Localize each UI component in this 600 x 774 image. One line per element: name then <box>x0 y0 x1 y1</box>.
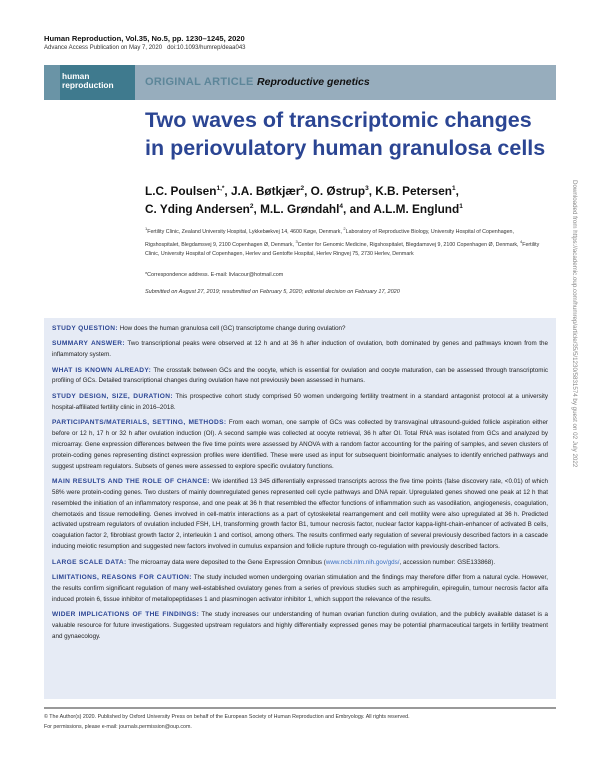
abstract-section: WHAT IS KNOWN ALREADY: The crosstalk bet… <box>52 366 548 388</box>
abstract-section: STUDY QUESTION: How does the human granu… <box>52 324 548 335</box>
abstract-heading: WIDER IMPLICATIONS OF THE FINDINGS: <box>52 610 200 618</box>
affiliation: Fertility Clinic, University Hospital of… <box>145 241 540 258</box>
author-affiliation-mark: 2 <box>300 185 305 192</box>
abstract-heading: PARTICIPANTS/MATERIALS, SETTING, METHODS… <box>52 418 227 426</box>
abstract-text: , accession number: GSE133868). <box>399 558 496 566</box>
author-name: C. Yding Andersen <box>145 202 250 217</box>
journal-logo: human reproduction <box>60 65 135 100</box>
page-title: Two waves of transcriptomic changes in pe… <box>145 106 545 162</box>
affiliation: Fertility Clinic, Zealand University Hos… <box>147 228 344 235</box>
abstract-heading: STUDY DESIGN, SIZE, DURATION: <box>52 392 173 400</box>
copyright: © The Author(s) 2020. Published by Oxfor… <box>44 714 410 720</box>
author-list: L.C. Poulsen1,*, J.A. Bøtkjær2, O. Østru… <box>145 183 463 217</box>
author-affiliation-mark: 1 <box>451 185 456 192</box>
footer-divider <box>44 707 556 709</box>
author-affiliation-mark: 1,* <box>216 185 225 192</box>
article-type-label: ORIGINAL ARTICLE <box>145 76 254 88</box>
logo-stripe <box>44 65 60 100</box>
abstract-section: MAIN RESULTS AND THE ROLE OF CHANCE: We … <box>52 477 548 553</box>
advance-access: Advance Access Publication on May 7, 202… <box>44 45 163 51</box>
title-line: in periovulatory human granulosa cells <box>145 136 546 160</box>
author-affiliation-mark: 3 <box>365 185 369 192</box>
abstract-heading: STUDY QUESTION: <box>52 325 118 332</box>
abstract-heading: SUMMARY ANSWER: <box>52 340 125 348</box>
affiliation-mark: 4 <box>520 239 523 245</box>
logo-line: reproduction <box>62 79 114 90</box>
affiliation-mark: 3 <box>295 239 298 245</box>
abstract-heading: MAIN RESULTS AND THE ROLE OF CHANCE: <box>52 477 210 485</box>
author-name: and A.L.M. Englund <box>349 202 460 217</box>
correspondence: *Correspondence address. E-mail: livlaco… <box>145 272 284 278</box>
abstract-text: The study increases our understanding of… <box>52 610 548 640</box>
abstract-heading: LARGE SCALE DATA: <box>52 558 127 566</box>
permissions: For permissions, please e-mail: journals… <box>44 723 192 730</box>
abstract-section: WIDER IMPLICATIONS OF THE FINDINGS: The … <box>52 610 548 643</box>
structured-abstract: STUDY QUESTION: How does the human granu… <box>44 318 556 699</box>
affiliation-mark: 1 <box>145 226 148 231</box>
affiliation-mark: 2 <box>343 226 346 231</box>
article-banner: human reproduction ORIGINAL ARTICLE Repro… <box>44 65 556 100</box>
abstract-text: The crosstalk between GCs and the oocyte… <box>52 366 548 385</box>
affiliation: Laboratory of Reproductive Biology, Univ… <box>145 228 514 248</box>
logo-line: human <box>62 71 90 81</box>
abstract-heading: WHAT IS KNOWN ALREADY: <box>52 366 152 374</box>
abstract-section: STUDY DESIGN, SIZE, DURATION: This prosp… <box>52 392 548 414</box>
author-name: J.A. Bøtkjær <box>230 183 301 198</box>
author-name: K.B. Petersen <box>375 183 452 198</box>
author-name: L.C. Poulsen <box>145 183 217 198</box>
abstract-text: How does the human granulosa cell (GC) t… <box>117 325 346 332</box>
author-affiliation-mark: 2 <box>249 203 254 211</box>
abstract-text: The study included women undergoing ovar… <box>52 573 548 603</box>
download-note: Downloaded from https://academic.oup.com… <box>571 180 578 468</box>
abstract-text: From each woman, one sample of GCs was c… <box>52 418 548 470</box>
advance-access-line: Advance Access Publication on May 7, 202… <box>44 45 246 51</box>
author-affiliation-mark: 1 <box>459 203 463 211</box>
footer: © The Author(s) 2020. Published by Oxfor… <box>44 713 410 732</box>
title-line: Two waves of transcriptomic changes <box>145 108 532 132</box>
journal-citation: Human Reproduction, Vol.35, No.5, pp. 12… <box>44 34 245 43</box>
article-type: ORIGINAL ARTICLE Reproductive genetics <box>145 76 370 88</box>
abstract-section: LARGE SCALE DATA: The microarray data we… <box>52 558 548 569</box>
abstract-section: LIMITATIONS, REASONS FOR CAUTION: The st… <box>52 573 548 606</box>
abstract-text: We identified 13 345 differentially expr… <box>52 477 549 551</box>
abstract-section: SUMMARY ANSWER: Two transcriptional peak… <box>52 339 548 361</box>
abstract-text: This prospective cohort study comprised … <box>52 392 548 411</box>
article-section: Reproductive genetics <box>257 76 370 88</box>
abstract-text: Two transcriptional peaks were observed … <box>52 340 548 359</box>
abstract-heading: LIMITATIONS, REASONS FOR CAUTION: <box>52 573 192 581</box>
affiliations: 1Fertility Clinic, Zealand University Ho… <box>145 224 550 260</box>
abstract-section: PARTICIPANTS/MATERIALS, SETTING, METHODS… <box>52 418 548 473</box>
geo-link[interactable]: www.ncbi.nlm.nih.gov/gds/ <box>325 558 400 566</box>
submission-dates: Submitted on August 27, 2019; resubmitte… <box>145 289 400 295</box>
affiliation: Center for Genomic Medicine, Rigshospita… <box>297 241 520 248</box>
author-name: O. Østrup <box>310 183 366 198</box>
author-name: M.L. Grøndahl <box>260 202 340 217</box>
doi: doi:10.1093/humrep/deaa043 <box>167 45 246 51</box>
abstract-text: The microarray data were deposited to th… <box>126 558 326 566</box>
author-affiliation-mark: 4 <box>339 203 343 211</box>
